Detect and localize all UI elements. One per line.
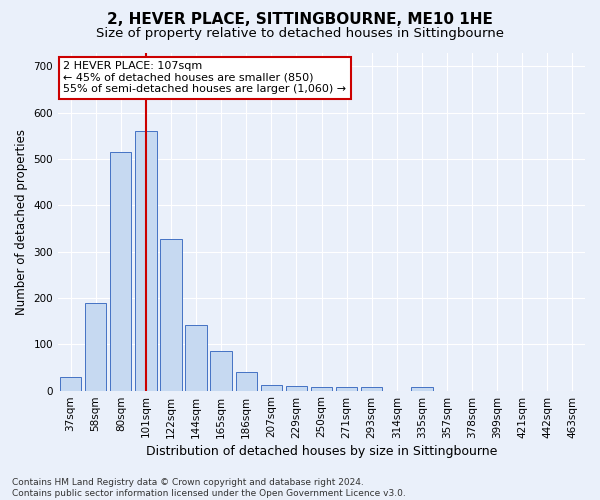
Text: Contains HM Land Registry data © Crown copyright and database right 2024.
Contai: Contains HM Land Registry data © Crown c… — [12, 478, 406, 498]
Bar — [135, 131, 157, 390]
Bar — [211, 350, 232, 391]
Bar — [260, 384, 282, 390]
X-axis label: Distribution of detached houses by size in Sittingbourne: Distribution of detached houses by size … — [146, 444, 497, 458]
Text: 2 HEVER PLACE: 107sqm
← 45% of detached houses are smaller (850)
55% of semi-det: 2 HEVER PLACE: 107sqm ← 45% of detached … — [64, 61, 346, 94]
Bar — [361, 387, 382, 390]
Bar — [85, 302, 106, 390]
Bar — [286, 386, 307, 390]
Bar — [236, 372, 257, 390]
Bar — [60, 376, 81, 390]
Text: 2, HEVER PLACE, SITTINGBOURNE, ME10 1HE: 2, HEVER PLACE, SITTINGBOURNE, ME10 1HE — [107, 12, 493, 28]
Text: Size of property relative to detached houses in Sittingbourne: Size of property relative to detached ho… — [96, 28, 504, 40]
Y-axis label: Number of detached properties: Number of detached properties — [15, 128, 28, 314]
Bar — [411, 387, 433, 390]
Bar — [110, 152, 131, 390]
Bar — [336, 387, 357, 390]
Bar — [311, 387, 332, 390]
Bar — [185, 325, 207, 390]
Bar — [160, 238, 182, 390]
